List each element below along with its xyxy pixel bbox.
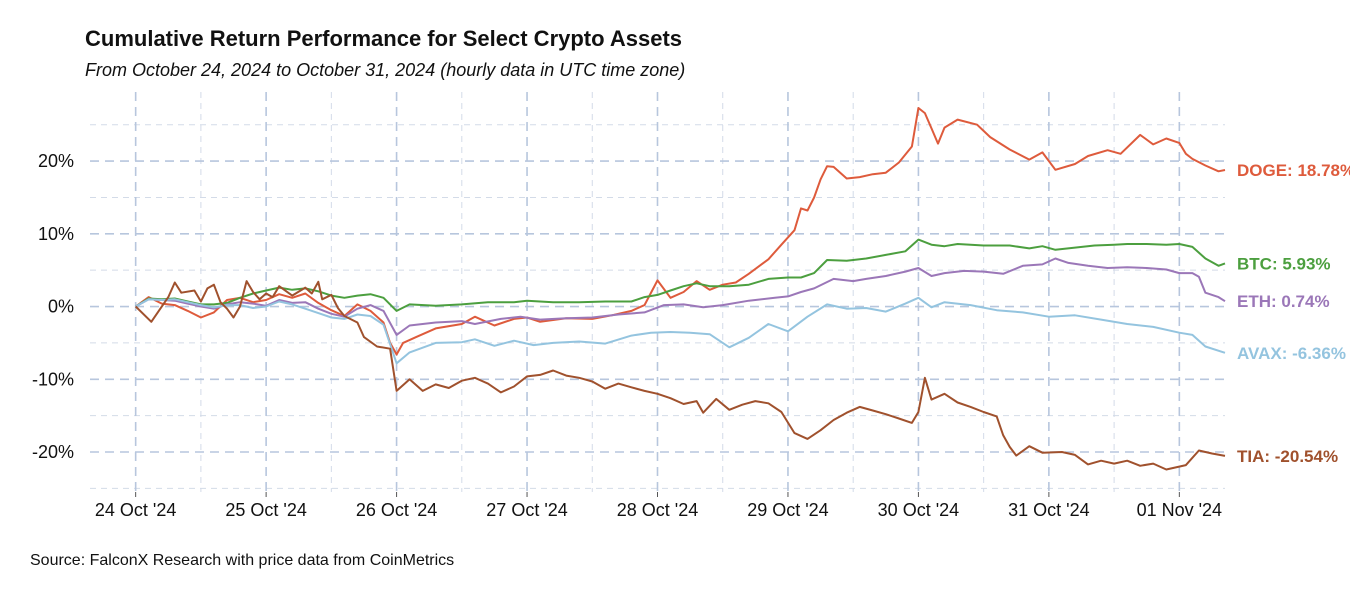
x-tick-label: 30 Oct '24 — [878, 500, 959, 520]
x-tick-label: 01 Nov '24 — [1137, 500, 1223, 520]
source-note: Source: FalconX Research with price data… — [30, 552, 455, 569]
series-line-avax — [135, 296, 1226, 365]
x-tick-label: 26 Oct '24 — [356, 500, 437, 520]
chart-title: Cumulative Return Performance for Select… — [85, 26, 683, 51]
series-label-doge: DOGE: 18.78% — [1237, 161, 1350, 180]
x-tick-label: 25 Oct '24 — [225, 500, 306, 520]
y-tick-label: 20% — [38, 151, 74, 171]
series-label-btc: BTC: 5.93% — [1237, 254, 1331, 273]
axes: 20% 10% 0% -10% -20% 24 Oct '24 25 Oct '24 26 O… — [32, 151, 1222, 520]
y-tick-label: 0% — [48, 297, 74, 317]
x-tick-label: 29 Oct '24 — [747, 500, 828, 520]
y-tick-label: 10% — [38, 224, 74, 244]
series-lines — [134, 107, 1226, 471]
series-label-tia: TIA: -20.54% — [1237, 447, 1338, 466]
series-line-btc — [135, 238, 1226, 312]
x-tick-label: 31 Oct '24 — [1008, 500, 1089, 520]
x-tick-label: 24 Oct '24 — [95, 500, 176, 520]
series-label-eth: ETH: 0.74% — [1237, 292, 1330, 311]
x-tick-label: 27 Oct '24 — [486, 500, 567, 520]
series-line-tia — [134, 280, 1226, 471]
y-tick-label: -10% — [32, 369, 74, 389]
chart-subtitle: From October 24, 2024 to October 31, 202… — [85, 60, 686, 80]
grid — [90, 92, 1225, 492]
series-label-avax: AVAX: -6.36% — [1237, 344, 1346, 363]
x-tick-label: 28 Oct '24 — [617, 500, 698, 520]
series-end-labels: DOGE: 18.78% BTC: 5.93% ETH: 0.74% AVAX: -6… — [1237, 161, 1350, 466]
series-line-doge — [135, 107, 1226, 356]
series-line-eth — [135, 257, 1226, 336]
y-tick-label: -20% — [32, 442, 74, 462]
